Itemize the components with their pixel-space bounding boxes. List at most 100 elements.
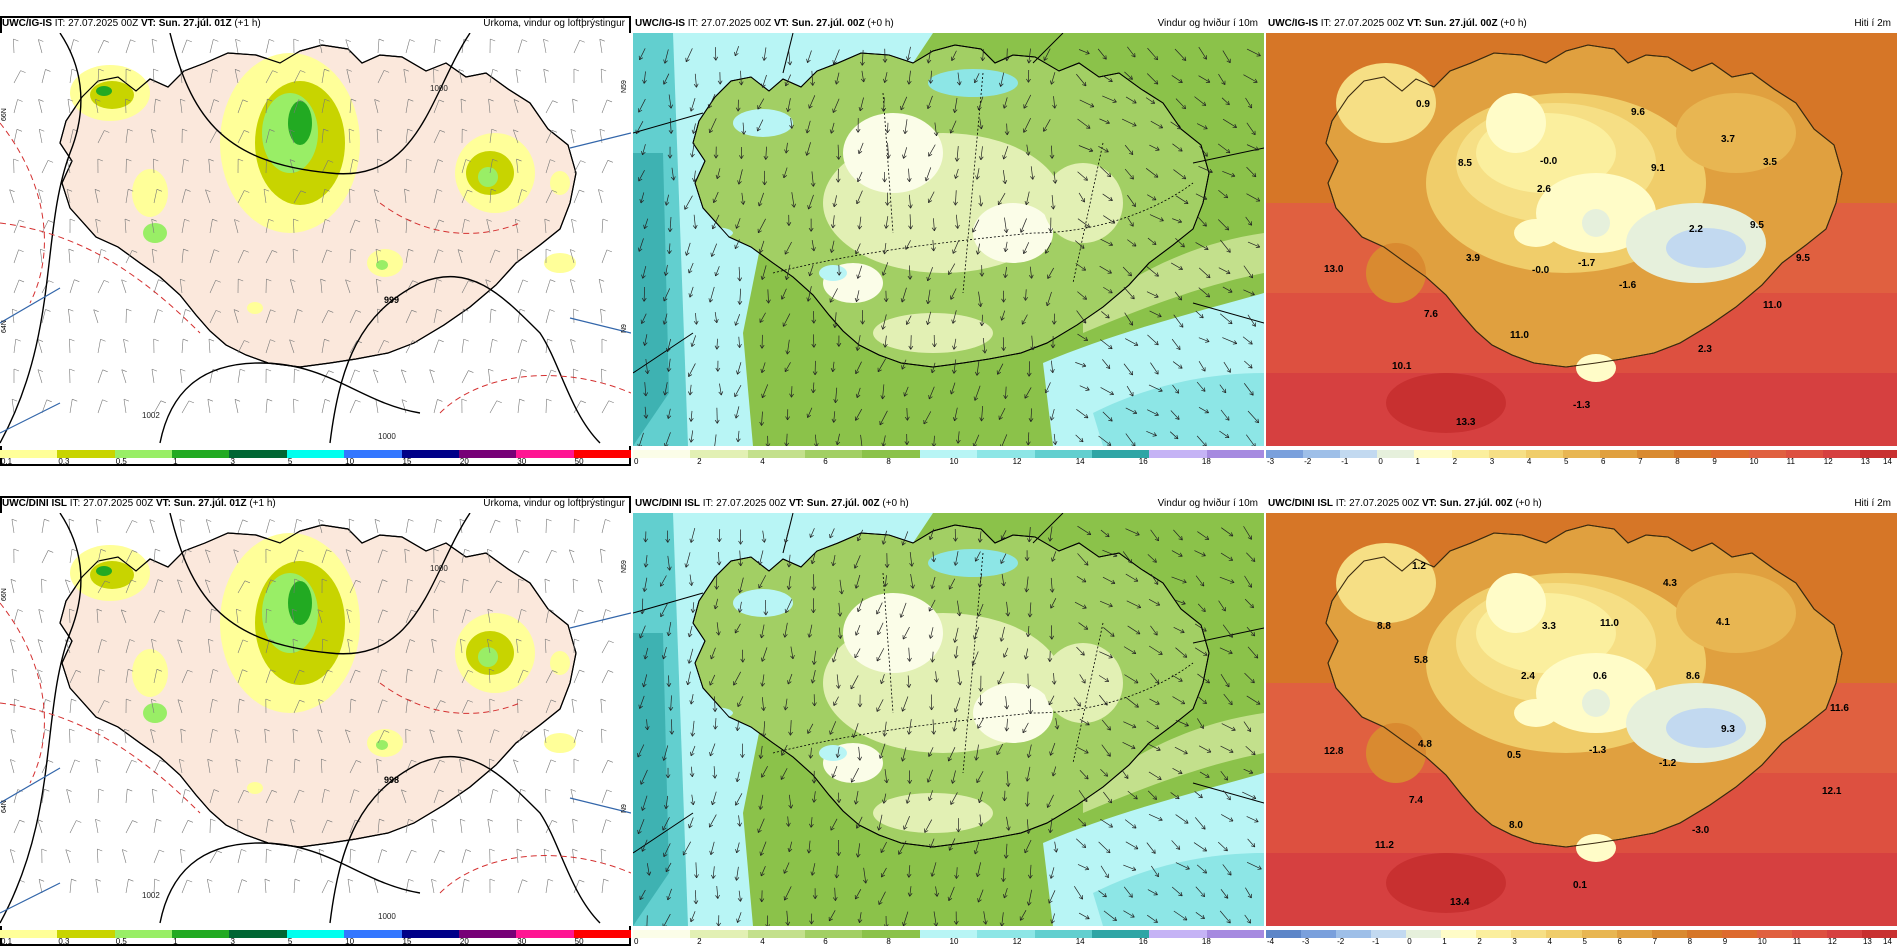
temperature-label: 2.6 xyxy=(1537,184,1551,195)
color-swatch xyxy=(1674,450,1712,458)
colorbar-tick-label: 14 xyxy=(1883,457,1892,466)
vt-prefix: VT: xyxy=(773,18,789,29)
color-swatch xyxy=(1371,930,1407,938)
colorbar-tick-label: 15 xyxy=(402,937,412,946)
map-view[interactable] xyxy=(633,33,1264,446)
color-swatch xyxy=(1476,930,1512,938)
color-swatch xyxy=(747,930,806,938)
it-prefix: IT: xyxy=(1320,18,1332,29)
temperature-label: 9.5 xyxy=(1796,253,1810,264)
colorbar-tick-label: 6 xyxy=(823,937,828,946)
color-swatch xyxy=(344,930,403,938)
vt-prefix: VT: xyxy=(1406,18,1422,29)
colorbar-tick-label: 3 xyxy=(1512,937,1517,946)
color-swatch xyxy=(114,930,173,938)
model-name: UWC/DINI ISL xyxy=(2,498,67,509)
colorbar-tick-label: 6 xyxy=(823,457,828,466)
color-swatch xyxy=(1562,450,1601,458)
temperature-isolines xyxy=(0,122,631,414)
color-swatch xyxy=(1756,930,1793,938)
temperature-label: -1.6 xyxy=(1619,280,1637,291)
init-time: 27.07.2025 00Z xyxy=(716,498,787,509)
map-view[interactable]: 1000 999 1002 1000 66N 64N N59 N9 xyxy=(0,33,631,446)
color-swatch xyxy=(229,450,288,458)
graticule xyxy=(0,132,631,434)
color-swatch xyxy=(0,450,58,458)
colorbar-tick-label: 5 xyxy=(1582,937,1587,946)
vt-prefix: VT: xyxy=(788,498,804,509)
temperature-label: 5.8 xyxy=(1414,655,1428,666)
init-time: 27.07.2025 00Z xyxy=(83,498,154,509)
color-swatch xyxy=(1034,450,1093,458)
latitude-label: N9 xyxy=(621,324,628,333)
temperature-label: -1.7 xyxy=(1578,258,1596,269)
temperature-label: 11.0 xyxy=(1600,618,1619,629)
colorbar-tick-label: 0.5 xyxy=(115,457,127,466)
color-swatch xyxy=(1785,450,1824,458)
temperature-label: 3.9 xyxy=(1466,253,1480,264)
color-swatch xyxy=(1149,450,1208,458)
wind-arrows xyxy=(635,45,1261,446)
colorbar-tick-label: 4 xyxy=(760,937,765,946)
colorbar-tick-label: 2 xyxy=(1477,937,1482,946)
colorbar-tick-label: 12 xyxy=(1827,937,1837,946)
colorbar-tick-label: 20 xyxy=(459,937,469,946)
colorbar-tick-label: 11 xyxy=(1786,457,1795,466)
lead-time: (+0 h) xyxy=(1500,18,1527,29)
colorbar-tick-label: 4 xyxy=(1547,937,1552,946)
color-swatch xyxy=(1451,450,1490,458)
colorbar-tick-label: 1 xyxy=(173,937,178,946)
color-swatch xyxy=(1377,450,1415,458)
isobar-label: 998 xyxy=(384,775,399,785)
temperature-label: 3.3 xyxy=(1542,621,1556,632)
temperature-label: 2.3 xyxy=(1698,344,1712,355)
colorbar-tick-label: 8 xyxy=(886,457,891,466)
temperature-label: -1.2 xyxy=(1659,758,1677,769)
color-swatch xyxy=(1721,930,1758,938)
map-view[interactable] xyxy=(633,513,1264,926)
color-swatch xyxy=(172,450,230,458)
map-view[interactable]: 1000 998 1002 1000 66N 64N N59 N9 xyxy=(0,513,631,926)
map-view[interactable]: 1.2 4.3 8.8 3.3 11.0 4.1 5.8 2.4 0.6 8.6 11.6 9.3 12… xyxy=(1266,513,1897,926)
color-swatch xyxy=(1651,930,1688,938)
map-view[interactable]: 0.9 9.6 3.7 8.5 -0.0 9.1 3.5 2.6 2.2 9.5 13.0 3.9 -0… xyxy=(1266,33,1897,446)
colorbar-tick-label: 0 xyxy=(1407,937,1412,946)
latitude-label: N9 xyxy=(621,804,628,813)
isobar-label: 1000 xyxy=(430,84,448,93)
color-swatch xyxy=(805,930,863,938)
init-time: 27.07.2025 00Z xyxy=(1334,18,1405,29)
temp-panel-dini[interactable]: UWC/DINI ISL IT: 27.07.2025 00Z VT: Sun.… xyxy=(1266,496,1897,946)
colorbar-tick-label: 3 xyxy=(230,457,235,466)
colorbar-tick-label: 30 xyxy=(517,937,527,946)
colorbar-tick-label: 5 xyxy=(287,457,293,466)
temperature-label: 8.5 xyxy=(1458,158,1472,169)
wind-colorbar: 0 2 4 6 8 10 12 14 16 18 xyxy=(633,930,1264,946)
color-swatch xyxy=(1822,450,1861,458)
colorbar-tick-label: 8 xyxy=(886,937,891,946)
latitude-label: 64N xyxy=(1,320,8,333)
wind-panel-dini[interactable]: UWC/DINI ISL IT: 27.07.2025 00Z VT: Sun.… xyxy=(633,496,1264,946)
temperature-label: 2.4 xyxy=(1521,671,1535,682)
precip-colorbar: 0.1 0.3 0.5 1 3 5 10 15 20 30 50 xyxy=(0,450,631,466)
color-swatch xyxy=(862,930,921,938)
temperature-label: -0.0 xyxy=(1532,265,1550,276)
valid-time: Sun. 27.júl. 00Z xyxy=(1439,498,1513,509)
colorbar-tick-label: 10 xyxy=(949,937,959,946)
temperature-label: 11.0 xyxy=(1763,300,1782,311)
temp-colorbar: -4 -3 -2 -1 0 1 2 3 4 5 6 7 8 9 10 11 12 13 14 xyxy=(1266,930,1897,946)
wind-panel-ig-is[interactable]: UWC/IG-IS IT: 27.07.2025 00Z VT: Sun. 27… xyxy=(633,16,1264,466)
model-name: UWC/IG-IS xyxy=(635,18,685,29)
colorbar-tick-label: 2 xyxy=(697,937,702,946)
graticule xyxy=(633,33,1264,374)
temperature-isolines xyxy=(0,602,631,894)
color-swatch xyxy=(1686,930,1723,938)
it-prefix: IT: xyxy=(54,18,66,29)
panel-header: UWC/IG-IS IT: 27.07.2025 00Z VT: Sun. 27… xyxy=(633,16,1264,32)
colorbar-tick-label: 1 xyxy=(1442,937,1447,946)
precip-panel-dini[interactable]: UWC/DINI ISL IT: 27.07.2025 00Z VT: Sun.… xyxy=(0,496,631,946)
wind-arrows xyxy=(637,525,1262,926)
precip-panel-ig-is[interactable]: UWC/IG-IS IT: 27.07.2025 00Z VT: Sun. 27… xyxy=(0,16,631,466)
colorbar-tick-label: 10 xyxy=(949,457,959,466)
temp-panel-ig-is[interactable]: UWC/IG-IS IT: 27.07.2025 00Z VT: Sun. 27… xyxy=(1266,16,1897,466)
colorbar-tick-label: 11 xyxy=(1792,937,1802,946)
